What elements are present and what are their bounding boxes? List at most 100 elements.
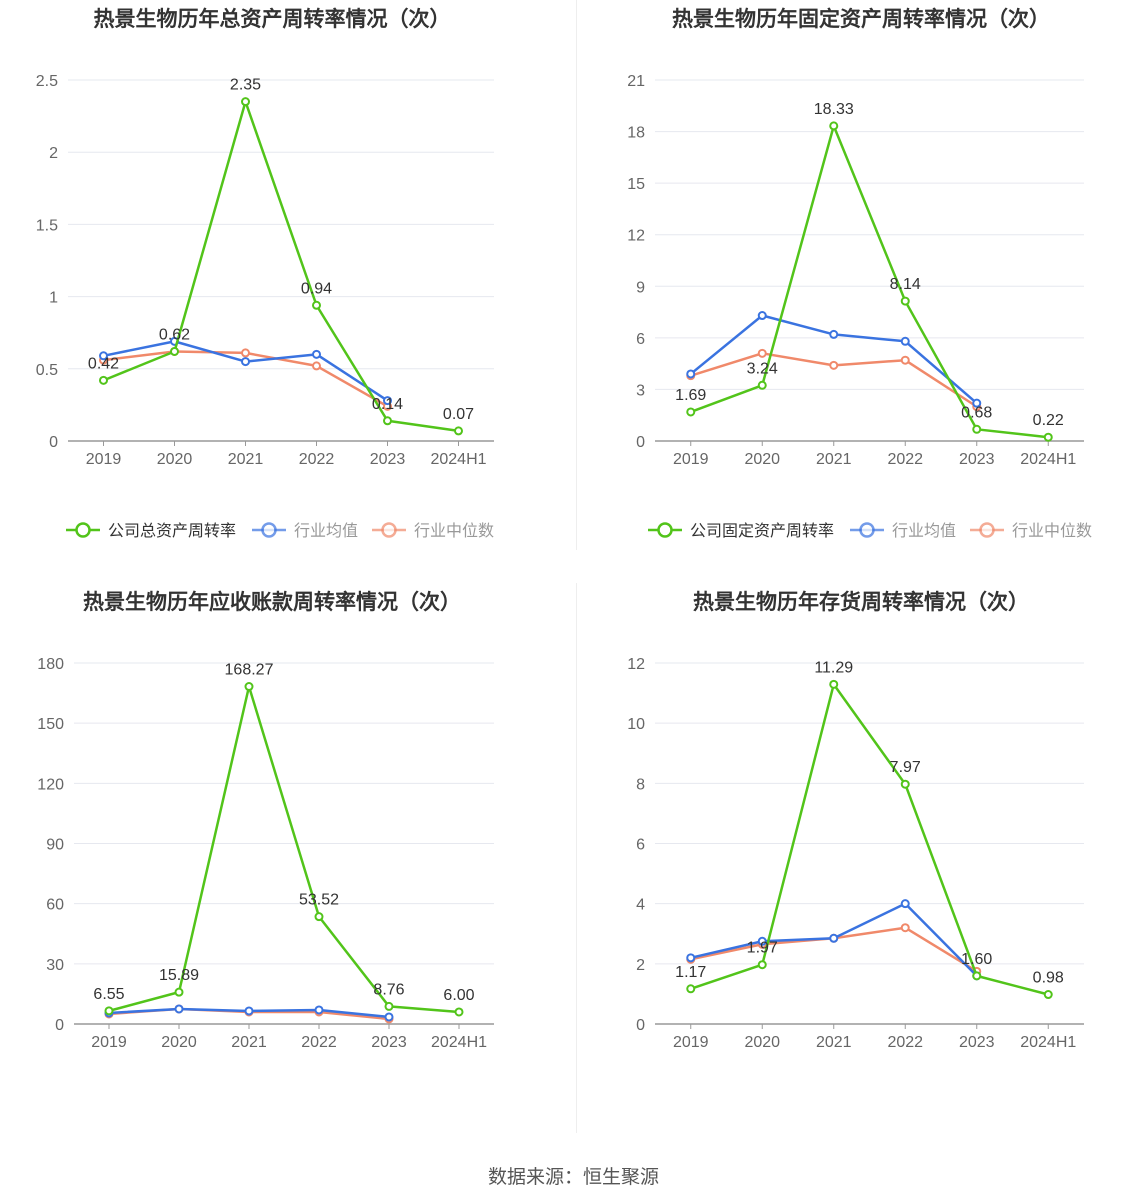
x-tick-label: 2019 <box>673 451 709 468</box>
data-point[interactable] <box>757 311 767 321</box>
data-point[interactable] <box>686 407 696 417</box>
x-tick-label: 2024H1 <box>430 451 486 468</box>
data-point[interactable] <box>454 426 463 436</box>
x-tick-label: 2024H1 <box>1020 1034 1076 1051</box>
y-tick-label: 0 <box>55 1017 64 1034</box>
data-point[interactable] <box>384 1012 394 1022</box>
data-point[interactable] <box>829 329 839 339</box>
legend-marker[interactable] <box>859 522 875 538</box>
data-point[interactable] <box>686 953 696 963</box>
data-label: 0.14 <box>372 396 403 413</box>
data-point[interactable] <box>686 984 696 994</box>
data-point[interactable] <box>241 348 250 358</box>
x-tick-label: 2022 <box>887 451 923 468</box>
data-label: 8.14 <box>890 276 921 293</box>
y-tick-label: 60 <box>46 897 64 914</box>
data-point[interactable] <box>312 349 321 359</box>
chart-title: 热景生物历年总资产周转率情况（次） <box>94 7 451 31</box>
legend-marker[interactable] <box>261 522 277 538</box>
data-point[interactable] <box>829 121 839 131</box>
data-label: 1.60 <box>961 951 992 968</box>
data-point[interactable] <box>900 355 910 365</box>
data-point[interactable] <box>99 351 108 361</box>
data-point[interactable] <box>829 679 839 689</box>
data-point[interactable] <box>829 360 839 370</box>
y-tick-label: 12 <box>627 228 645 245</box>
data-point[interactable] <box>383 396 392 406</box>
data-label: 11.29 <box>814 659 853 676</box>
data-point[interactable] <box>99 375 108 385</box>
data-point[interactable] <box>972 424 982 434</box>
data-point[interactable] <box>972 971 982 981</box>
data-point[interactable] <box>900 336 910 346</box>
y-tick-label: 8 <box>636 776 645 793</box>
x-tick-label: 2019 <box>91 1034 127 1051</box>
y-tick-label: 0 <box>636 1017 645 1034</box>
x-tick-label: 2020 <box>161 1034 197 1051</box>
data-label: 0.98 <box>1033 970 1064 987</box>
legend-label[interactable]: 行业中位数 <box>414 522 494 540</box>
data-label: 1.17 <box>675 964 706 981</box>
data-point[interactable] <box>314 912 324 922</box>
x-tick-label: 2021 <box>231 1034 267 1051</box>
x-tick-label: 2023 <box>959 1034 995 1051</box>
legend-marker[interactable] <box>657 522 673 538</box>
legend-marker[interactable] <box>75 522 91 538</box>
data-point[interactable] <box>900 779 910 789</box>
legend-label[interactable]: 行业均值 <box>892 522 956 540</box>
data-label: 0.94 <box>301 280 332 297</box>
chart-title: 热景生物历年存货周转率情况（次） <box>693 590 1029 614</box>
y-tick-label: 15 <box>627 176 645 193</box>
data-point[interactable] <box>1043 990 1053 1000</box>
legend-label[interactable]: 公司固定资产周转率 <box>690 522 834 540</box>
legend-label[interactable]: 行业均值 <box>294 522 358 540</box>
x-tick-label: 2022 <box>299 451 335 468</box>
data-point[interactable] <box>241 357 250 367</box>
data-label: 0.62 <box>159 326 190 343</box>
data-point[interactable] <box>900 899 910 909</box>
data-label: 6.55 <box>93 986 124 1003</box>
data-point[interactable] <box>686 369 696 379</box>
y-tick-label: 6 <box>636 837 645 854</box>
data-point[interactable] <box>170 346 179 356</box>
y-tick-label: 4 <box>636 897 645 914</box>
x-tick-label: 2020 <box>744 451 780 468</box>
x-tick-label: 2021 <box>228 451 264 468</box>
x-tick-label: 2021 <box>816 451 852 468</box>
data-point[interactable] <box>312 361 321 371</box>
data-point[interactable] <box>174 1004 184 1014</box>
data-point[interactable] <box>757 936 767 946</box>
data-point[interactable] <box>757 380 767 390</box>
data-point[interactable] <box>900 923 910 933</box>
data-point[interactable] <box>244 1006 254 1016</box>
data-point[interactable] <box>1043 432 1053 442</box>
data-point[interactable] <box>454 1007 464 1017</box>
legend-marker[interactable] <box>979 522 995 538</box>
legend-marker[interactable] <box>381 522 397 538</box>
data-point[interactable] <box>757 960 767 970</box>
data-label: 1.97 <box>747 940 778 957</box>
chart-title: 热景生物历年固定资产周转率情况（次） <box>672 7 1050 31</box>
data-point[interactable] <box>104 1006 114 1016</box>
data-point[interactable] <box>900 296 910 306</box>
y-tick-label: 10 <box>627 716 645 733</box>
legend-label[interactable]: 公司总资产周转率 <box>108 522 236 540</box>
data-point[interactable] <box>244 682 254 692</box>
y-tick-label: 0 <box>636 434 645 451</box>
inventory-turnover-chart: 热景生物历年存货周转率情况（次） 0 2 4 6 8 10 12 2019 2020 2021 202… <box>577 583 1147 1166</box>
data-label: 7.97 <box>890 759 921 776</box>
data-point[interactable] <box>383 416 392 426</box>
data-point[interactable] <box>829 933 839 943</box>
data-point[interactable] <box>384 1001 394 1011</box>
y-tick-label: 1 <box>49 290 58 307</box>
legend-label[interactable]: 行业中位数 <box>1012 522 1092 540</box>
data-point[interactable] <box>174 987 184 997</box>
data-point[interactable] <box>314 1005 324 1015</box>
data-point[interactable] <box>757 348 767 358</box>
data-point[interactable] <box>972 398 982 408</box>
data-point[interactable] <box>312 300 321 310</box>
data-source-footer: 数据来源：恒生聚源 <box>487 1167 659 1188</box>
data-label: 53.52 <box>299 892 339 909</box>
data-point[interactable] <box>241 97 250 107</box>
series-line-0 <box>690 124 1049 439</box>
